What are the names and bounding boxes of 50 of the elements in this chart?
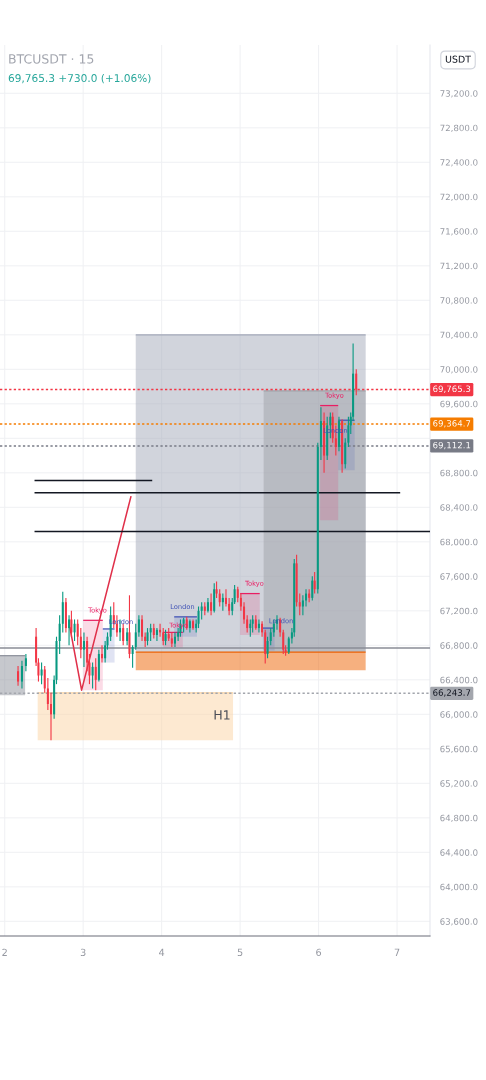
y-tick-label: 67,600.0 xyxy=(440,573,478,581)
x-tick-label: 4 xyxy=(159,948,165,956)
x-tick-label: 3 xyxy=(80,948,86,957)
candlestick xyxy=(40,662,43,685)
candlestick xyxy=(17,665,20,687)
y-tick-label: 64,400.0 xyxy=(440,849,478,857)
x-tick-label: 7 xyxy=(394,948,400,956)
y-tick-label: 68,800.0 xyxy=(440,469,478,478)
y-tick-label: 70,000.0 xyxy=(440,366,478,374)
ref-line-label: 69,364.7 xyxy=(433,420,471,428)
candlestick xyxy=(24,653,27,672)
text: BTCUSDT · 15 xyxy=(9,54,94,64)
y-tick-label: 66,400.0 xyxy=(440,676,478,685)
y-tick-label: 63,600.0 xyxy=(440,918,478,926)
candlestick xyxy=(94,657,97,691)
y-tick-label: 65,600.0 xyxy=(440,745,478,754)
x-tick-label: 5 xyxy=(237,948,243,957)
candlestick xyxy=(122,623,125,646)
x-tick-label: 2 xyxy=(2,948,7,956)
y-axis-title: USDT xyxy=(445,55,471,63)
y-tick-label: 73,200.0 xyxy=(440,90,478,98)
ref-line-label: 66,243.7 xyxy=(433,689,471,697)
candlestick xyxy=(91,662,94,690)
candlestick xyxy=(79,627,82,659)
y-tick-label: 67,200.0 xyxy=(440,607,478,616)
y-tick-label: 72,800.0 xyxy=(440,124,478,133)
y-tick-label: 70,800.0 xyxy=(440,297,478,305)
y-tick-label: 68,000.0 xyxy=(440,538,478,547)
ref-line-label: 69,765.3 xyxy=(433,385,471,393)
candlestick xyxy=(155,627,158,642)
text: 69,765.3 +730.0 (+1.06%) xyxy=(8,73,151,84)
y-tick-label: 72,000.0 xyxy=(440,193,478,202)
y-tick-label: 68,400.0 xyxy=(440,504,478,512)
ref-line-label: 69,112.1 xyxy=(433,441,471,450)
candlestick xyxy=(20,660,23,690)
y-tick-label: 70,400.0 xyxy=(440,331,478,340)
candlestick xyxy=(82,631,85,668)
y-tick-label: 72,400.0 xyxy=(440,159,478,167)
annotation: H1 xyxy=(214,710,230,720)
y-tick-label: 71,200.0 xyxy=(440,262,478,271)
y-tick-label: 71,600.0 xyxy=(440,228,478,236)
candlestick xyxy=(141,614,144,642)
candlestick xyxy=(210,593,213,616)
y-tick-label: 66,800.0 xyxy=(440,642,478,650)
y-tick-label: 64,000.0 xyxy=(440,883,478,892)
y-tick-label: 64,800.0 xyxy=(440,814,478,823)
x-tick-label: 6 xyxy=(316,948,322,957)
y-tick-label: 65,200.0 xyxy=(440,780,478,788)
y-tick-label: 69,600.0 xyxy=(440,400,478,409)
y-tick-label: 66,000.0 xyxy=(440,711,478,719)
